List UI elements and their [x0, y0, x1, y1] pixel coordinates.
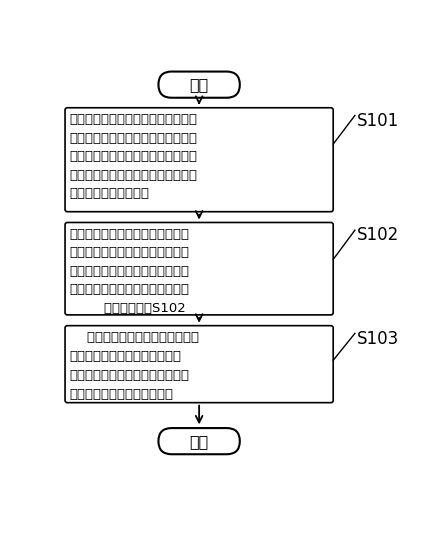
Text: S103: S103 [356, 330, 399, 348]
FancyBboxPatch shape [158, 71, 240, 98]
Text: 开始: 开始 [190, 77, 209, 92]
Text: S101: S101 [356, 112, 399, 130]
FancyBboxPatch shape [65, 222, 333, 315]
Text: S102: S102 [356, 226, 399, 244]
FancyBboxPatch shape [65, 326, 333, 403]
Text: 判断所述人脸特征是否满足预设
自适应条件，若是，更新所述人
脸用户信息库中的人脸特征模板，
完成所述人脸特征自适应处理: 判断所述人脸特征是否满足预设 自适应条件，若是，更新所述人 脸用户信息库中的人脸… [70, 331, 199, 401]
FancyBboxPatch shape [158, 428, 240, 454]
FancyBboxPatch shape [65, 108, 333, 211]
Text: 录入人脸用户基本信息，采集多张所
述人脸用户的人脸图像并分别从中提
取人脸特征作为人脸特征模板，将所
述人脸用户基本信息和人脸特征模板
保存至人脸用户信息库: 录入人脸用户基本信息，采集多张所 述人脸用户的人脸图像并分别从中提 取人脸特征作… [70, 113, 198, 200]
Text: 从采集到的当前用户人脸图像中提
取人脸特征，并与所述人脸用户信
息库中的人脸特征模板进行比对识
别，若识别通过，继续下述步骤，
        否则重复步骤S1: 从采集到的当前用户人脸图像中提 取人脸特征，并与所述人脸用户信 息库中的人脸特征… [70, 228, 190, 315]
Text: 结束: 结束 [190, 434, 209, 449]
